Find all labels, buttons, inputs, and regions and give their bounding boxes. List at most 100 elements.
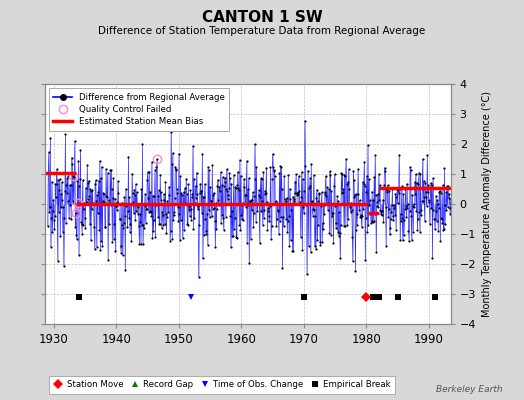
Point xyxy=(288,248,297,254)
Point xyxy=(380,182,388,188)
Point xyxy=(384,182,392,188)
Point xyxy=(80,200,88,206)
Point xyxy=(73,236,81,243)
Point xyxy=(359,205,367,212)
Point xyxy=(210,204,219,211)
Point xyxy=(284,172,292,178)
Point xyxy=(138,140,147,147)
Point xyxy=(121,213,129,220)
Point xyxy=(152,202,160,208)
Point xyxy=(191,182,200,189)
Point xyxy=(74,158,83,164)
Point xyxy=(386,225,395,232)
Point xyxy=(258,222,267,228)
Point xyxy=(143,176,151,183)
Point xyxy=(446,211,454,217)
Point xyxy=(151,167,159,173)
Point xyxy=(357,214,365,220)
Point xyxy=(388,202,396,208)
Point xyxy=(391,212,399,219)
Point xyxy=(168,236,176,242)
Point xyxy=(118,200,126,206)
Text: Difference of Station Temperature Data from Regional Average: Difference of Station Temperature Data f… xyxy=(99,26,425,36)
Point xyxy=(364,222,373,228)
Point xyxy=(425,199,433,205)
Point xyxy=(198,150,206,157)
Point xyxy=(369,218,378,224)
Point xyxy=(345,202,354,208)
Point xyxy=(332,225,340,231)
Point xyxy=(383,188,391,195)
Y-axis label: Monthly Temperature Anomaly Difference (°C): Monthly Temperature Anomaly Difference (… xyxy=(482,91,492,317)
Point xyxy=(118,252,127,259)
Point xyxy=(219,174,227,180)
Point xyxy=(79,222,88,228)
Point xyxy=(421,180,429,186)
Point xyxy=(213,206,221,212)
Point xyxy=(208,162,216,168)
Point xyxy=(409,228,417,235)
Point xyxy=(62,182,71,188)
Point xyxy=(43,222,52,229)
Point xyxy=(347,207,356,214)
Point xyxy=(271,198,280,204)
Point xyxy=(159,212,167,218)
Point xyxy=(392,226,400,233)
Point xyxy=(344,166,353,172)
Point xyxy=(114,178,122,184)
Point xyxy=(100,191,108,197)
Point xyxy=(326,172,334,178)
Point xyxy=(220,226,228,233)
Point xyxy=(232,185,240,191)
Point xyxy=(373,198,381,205)
Point xyxy=(385,206,393,212)
Point xyxy=(68,154,76,161)
Point xyxy=(165,183,173,190)
Point xyxy=(279,222,288,229)
Point xyxy=(103,170,112,176)
Point xyxy=(428,255,436,261)
Point xyxy=(321,191,329,197)
Point xyxy=(68,161,77,168)
Point xyxy=(386,231,394,237)
Point xyxy=(418,198,426,204)
Point xyxy=(338,171,346,177)
Point xyxy=(82,201,90,208)
Point xyxy=(355,206,363,213)
Point xyxy=(288,200,296,207)
Point xyxy=(141,191,149,197)
Point xyxy=(378,212,386,218)
Point xyxy=(90,224,98,230)
Point xyxy=(296,201,304,207)
Point xyxy=(180,185,189,191)
Point xyxy=(58,179,66,186)
Point xyxy=(97,238,105,244)
Point xyxy=(382,242,390,249)
Point xyxy=(145,168,154,175)
Point xyxy=(107,167,115,173)
Point xyxy=(322,193,331,200)
Point xyxy=(143,206,151,213)
Point xyxy=(196,188,205,194)
Point xyxy=(265,213,274,219)
Point xyxy=(286,186,294,192)
Point xyxy=(117,250,125,256)
Point xyxy=(316,238,324,245)
Point xyxy=(250,141,259,147)
Point xyxy=(339,188,347,195)
Point xyxy=(444,194,453,201)
Point xyxy=(184,181,192,187)
Point xyxy=(225,170,234,176)
Point xyxy=(169,212,178,218)
Point xyxy=(249,210,258,216)
Point xyxy=(57,190,65,197)
Point xyxy=(263,226,271,233)
Point xyxy=(307,249,315,255)
Point xyxy=(278,265,287,271)
Point xyxy=(405,238,413,244)
Point xyxy=(47,215,56,222)
Point xyxy=(312,195,321,202)
Point xyxy=(387,209,396,215)
Point xyxy=(435,188,444,194)
Point xyxy=(396,186,404,193)
